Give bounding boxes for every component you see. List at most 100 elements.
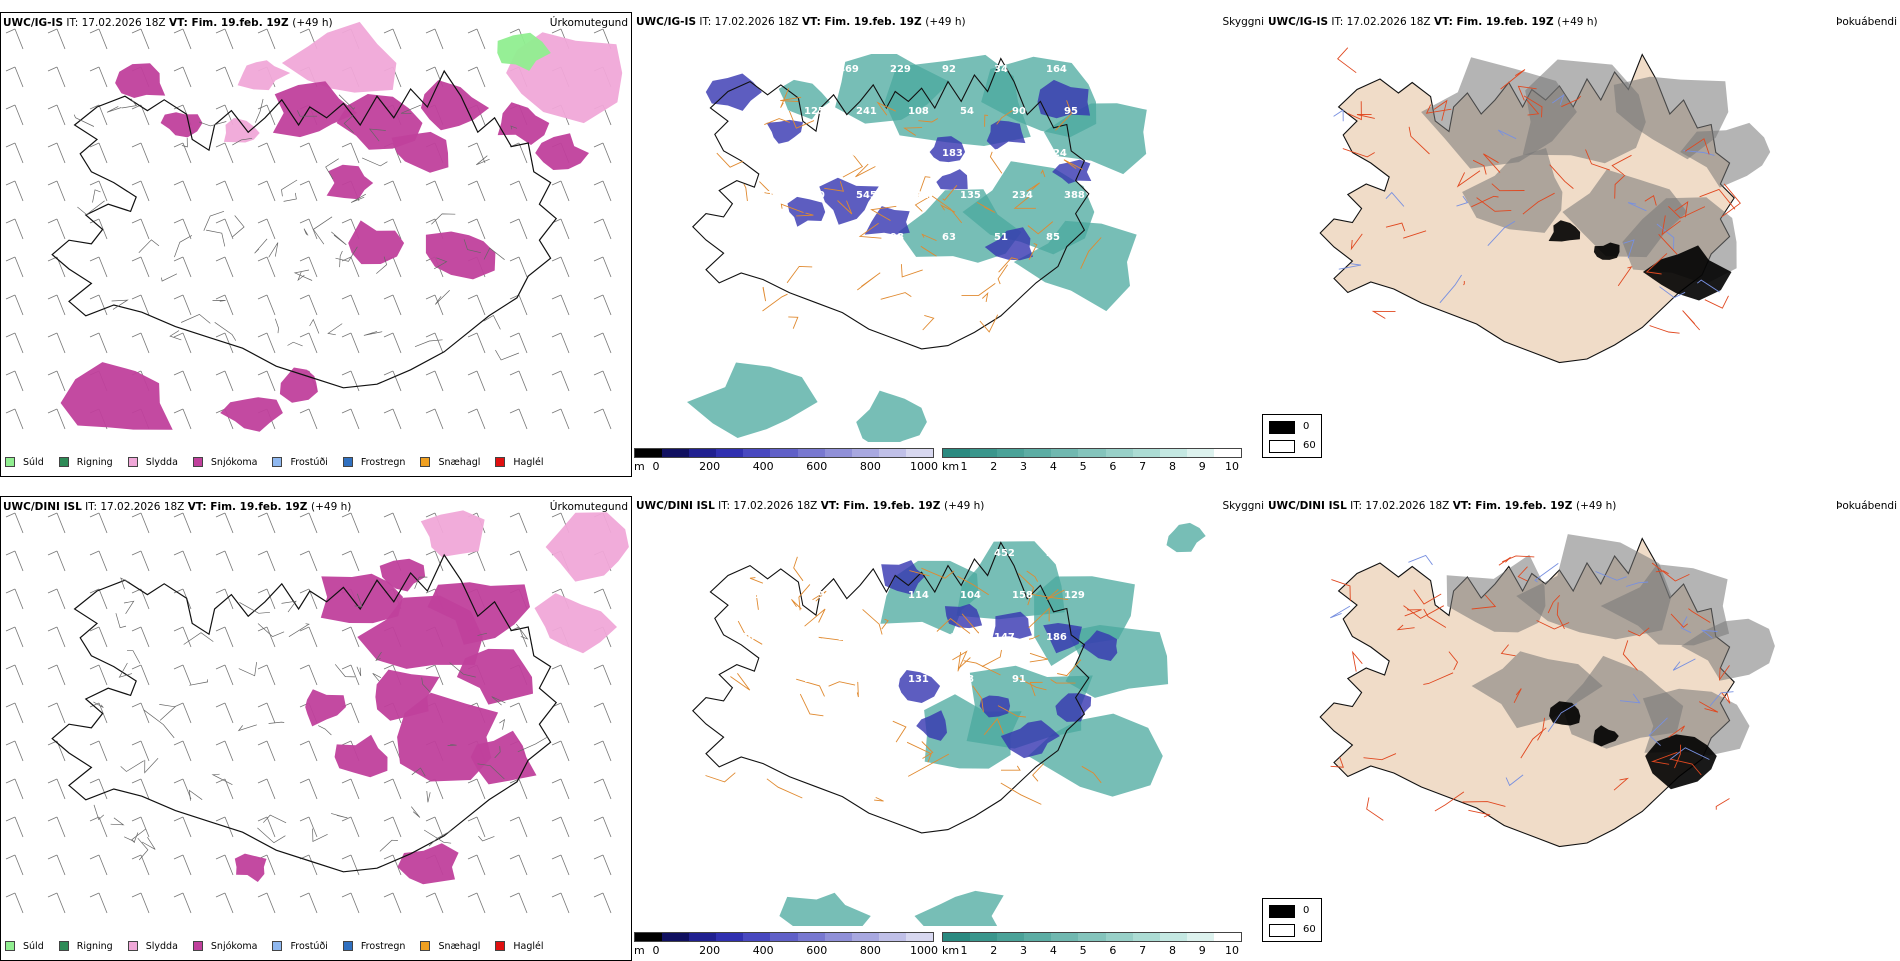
colorbar-tick: 7 (1139, 460, 1147, 473)
cloud-base-label: 76 (838, 232, 852, 243)
river-line (1547, 703, 1578, 732)
colorbar-tick: 5 (1079, 460, 1087, 473)
colorbar-segment (1078, 449, 1106, 457)
road-line (1330, 756, 1344, 768)
wind-barb (173, 294, 192, 316)
wind-barb (551, 218, 570, 240)
cloud-base-label: 129 (1064, 590, 1085, 601)
init-time: IT: 17.02.2026 18Z (85, 501, 188, 513)
wind-barb (593, 816, 612, 838)
road-line (876, 101, 896, 116)
road-line (281, 600, 297, 613)
wind-barb (383, 180, 402, 202)
legend-swatch (192, 457, 203, 467)
road-line (1032, 763, 1045, 782)
colorbar-tick: 600 (806, 460, 828, 473)
colorbar-segment (1132, 933, 1160, 941)
legend-label: Snjókoma (210, 940, 258, 952)
road-line (93, 701, 104, 708)
road-line (238, 662, 257, 677)
road-line (972, 685, 984, 713)
low-cloud-area (898, 670, 941, 703)
road-line (254, 238, 268, 254)
wind-barb (551, 370, 570, 392)
road-line (144, 757, 159, 774)
road-line (1526, 99, 1540, 116)
road-line (996, 110, 1013, 125)
wind-barb (383, 218, 402, 240)
wind-barb (5, 104, 24, 126)
river-line (1683, 150, 1715, 156)
road-line (188, 789, 203, 801)
wind-barb (341, 892, 360, 914)
wind-barb (47, 332, 66, 354)
river-line (1497, 129, 1517, 140)
wind-barb (299, 256, 318, 278)
wind-barb (425, 408, 444, 430)
cloud-base-label: 234 (890, 632, 911, 643)
road-line (350, 193, 366, 203)
road-line (297, 271, 305, 282)
wind-barb (551, 256, 570, 278)
road-line (331, 231, 347, 246)
wind-barb (593, 408, 612, 430)
road-line (137, 837, 149, 861)
wind-barb (509, 778, 528, 800)
wind-barb (425, 180, 444, 202)
colorbar-segment (1105, 933, 1133, 941)
valid-time: Fim. 19.feb. 19Z (1456, 16, 1558, 28)
road-line (335, 246, 358, 262)
wind-barb (467, 854, 486, 876)
wind-barb (299, 512, 318, 534)
road-line (372, 672, 382, 682)
road-line (1651, 562, 1690, 582)
river-line (1623, 239, 1635, 259)
wind-barb (47, 854, 66, 876)
wind-barb (215, 370, 234, 392)
legend-label: Snæhagl (438, 456, 481, 468)
wind-barb (299, 854, 318, 876)
cloud-base-label: 388 (1064, 190, 1085, 201)
wind-barb (131, 664, 150, 686)
valid-label: VT: (1433, 16, 1457, 28)
wind-barb (593, 892, 612, 914)
dense-fog-area (1593, 725, 1619, 747)
low-cloud-area (1052, 159, 1092, 184)
road-line (110, 817, 125, 826)
wind-barb (131, 28, 150, 50)
precip-area (279, 367, 318, 403)
valid-label: VT: (801, 16, 825, 28)
wind-barb (467, 28, 486, 50)
road-line (1668, 205, 1706, 219)
colorbar-tick: 3 (1020, 944, 1028, 957)
road-line (106, 106, 122, 113)
elevation-colorbar: m 0 200 400 600 800 1000 (634, 448, 938, 477)
road-line (907, 753, 950, 777)
road-line (881, 618, 889, 630)
wind-barb (215, 142, 234, 164)
valid-time: Fim. 19.feb. 19Z (191, 17, 293, 29)
colorbar-segment (824, 449, 852, 457)
road-line (414, 339, 443, 348)
road-line (743, 183, 748, 202)
road-line (921, 741, 934, 759)
river-line (1487, 220, 1516, 247)
wind-barb (173, 180, 192, 202)
precip-type-panel: UWC/IG-IS IT: 17.02.2026 18Z VT: Fim. 19… (0, 12, 632, 477)
wind-barb (383, 512, 402, 534)
wind-barb (173, 816, 192, 838)
precip-type-panel: UWC/DINI ISL IT: 17.02.2026 18Z VT: Fim.… (0, 496, 632, 961)
wind-barb (215, 816, 234, 838)
wind-barb (551, 816, 570, 838)
wind-barb (383, 332, 402, 354)
colorbar-tick: 4 (1049, 460, 1057, 473)
low-cloud-area (787, 196, 826, 227)
road-line (1016, 676, 1047, 691)
road-line (1627, 627, 1650, 637)
fog-area (1600, 564, 1730, 646)
road-line (463, 239, 481, 254)
road-line (1617, 266, 1633, 287)
wind-barb (47, 142, 66, 164)
legend-label: Frostúði (290, 940, 328, 952)
init-time: IT: 17.02.2026 18Z (718, 500, 821, 512)
